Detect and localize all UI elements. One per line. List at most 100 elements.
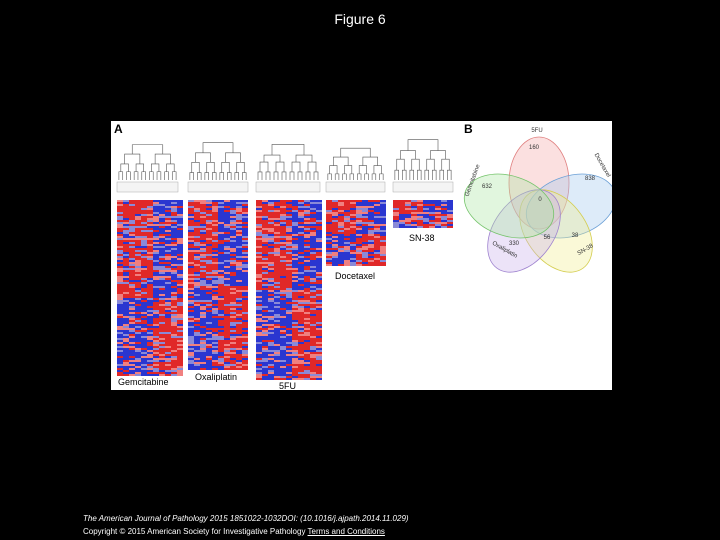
heatmap-cell: [200, 336, 206, 338]
heatmap-cell: [177, 212, 183, 214]
heatmap-cell: [310, 354, 316, 356]
heatmap-cell: [141, 272, 147, 274]
heatmap-cell: [206, 270, 212, 272]
heatmap-cell: [230, 354, 236, 356]
heatmap-cell: [153, 250, 159, 252]
heatmap-cell: [135, 360, 141, 362]
heatmap-cell: [256, 236, 262, 238]
heatmap-cell: [262, 362, 268, 364]
heatmap-cell: [135, 296, 141, 298]
heatmap-cell: [286, 360, 292, 362]
heatmap-cell: [356, 236, 362, 238]
heatmap-cell: [262, 210, 268, 212]
heatmap-cell: [212, 208, 218, 210]
heatmap-cell: [274, 234, 280, 236]
heatmap-cell: [274, 268, 280, 270]
heatmap-cell: [212, 218, 218, 220]
heatmap-cell: [153, 374, 159, 376]
heatmap-cell: [224, 296, 230, 298]
heatmap-cell: [123, 266, 129, 268]
heatmap-cell: [212, 246, 218, 248]
heatmap-cell: [350, 250, 356, 252]
heatmap-cell: [304, 246, 310, 248]
heatmap-cell: [212, 244, 218, 246]
dendrogram-branch: [131, 144, 164, 155]
heatmap-cell: [230, 222, 236, 224]
heatmap-cell: [135, 278, 141, 280]
heatmap-cell: [147, 260, 153, 262]
heatmap-cell: [230, 224, 236, 226]
heatmap-cell: [362, 244, 368, 246]
heatmap-cell: [224, 274, 230, 276]
heatmap-cell: [286, 220, 292, 222]
heatmap-cell: [268, 336, 274, 338]
heatmap-cell: [200, 274, 206, 276]
heatmap-cell: [280, 204, 286, 206]
heatmap-cell: [177, 372, 183, 374]
heatmap-cell: [274, 372, 280, 374]
heatmap-cell: [256, 292, 262, 294]
dendrogram-branch: [263, 154, 281, 163]
heatmap-cell: [316, 346, 322, 348]
heatmap-cell: [165, 264, 171, 266]
heatmap-cell: [242, 208, 248, 210]
heatmap-cell: [206, 232, 212, 234]
heatmap-cell: [194, 298, 200, 300]
heatmap-cell: [129, 206, 135, 208]
heatmap-cell: [117, 258, 123, 260]
heatmap-cell: [280, 254, 286, 256]
heatmap-cell: [230, 296, 236, 298]
heatmap-cell: [141, 364, 147, 366]
heatmap-cell: [268, 260, 274, 262]
heatmap-cell: [304, 328, 310, 330]
heatmap-cell: [310, 332, 316, 334]
heatmap-cell: [165, 250, 171, 252]
heatmap-cell: [262, 296, 268, 298]
heatmap-cell: [135, 258, 141, 260]
heatmap-cell: [224, 342, 230, 344]
heatmap-cell: [177, 210, 183, 212]
heatmap-cell: [177, 234, 183, 236]
heatmap-cell: [304, 368, 310, 370]
heatmap-cell: [135, 370, 141, 372]
heatmap-cell: [268, 258, 274, 260]
heatmap-cell: [177, 284, 183, 286]
heatmap-cell: [368, 200, 374, 202]
heatmap-cell: [117, 310, 123, 312]
heatmap-cell: [224, 340, 230, 342]
heatmap-cell: [147, 240, 153, 242]
heatmap-cell: [123, 358, 129, 360]
heatmap-cell: [200, 284, 206, 286]
heatmap-cell: [338, 240, 344, 242]
terms-link[interactable]: Terms and Conditions: [307, 527, 385, 536]
heatmap-cell: [188, 210, 194, 212]
heatmap-cell: [218, 272, 224, 274]
heatmap-cell: [188, 228, 194, 230]
heatmap-cell: [123, 322, 129, 324]
heatmap-cell: [206, 252, 212, 254]
heatmap-cell: [441, 216, 447, 218]
heatmap-cell: [123, 200, 129, 202]
heatmap-cell: [230, 262, 236, 264]
heatmap-cell: [362, 210, 368, 212]
heatmap-cell: [117, 340, 123, 342]
heatmap-cell: [218, 316, 224, 318]
heatmap-cell: [274, 278, 280, 280]
heatmap-cell: [274, 348, 280, 350]
heatmap-cell: [380, 224, 386, 226]
heatmap-cell: [147, 268, 153, 270]
heatmap-cell: [298, 268, 304, 270]
heatmap-cell: [310, 218, 316, 220]
heatmap-cell: [280, 298, 286, 300]
heatmap-cell: [298, 222, 304, 224]
heatmap-cell: [262, 290, 268, 292]
heatmap-cell: [242, 316, 248, 318]
heatmap-cell: [159, 368, 165, 370]
heatmap-cell: [230, 302, 236, 304]
heatmap-cell: [135, 286, 141, 288]
heatmap-cell: [188, 208, 194, 210]
heatmap-cell: [242, 328, 248, 330]
heatmap-cell: [280, 226, 286, 228]
heatmap-cell: [230, 366, 236, 368]
heatmap-cell: [153, 290, 159, 292]
